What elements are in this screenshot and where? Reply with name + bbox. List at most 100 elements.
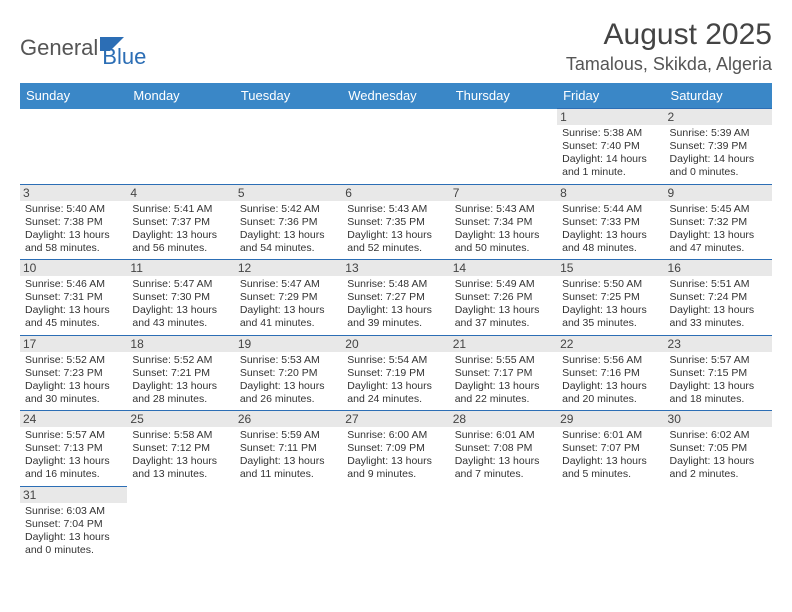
daylight-text: Daylight: 13 hours bbox=[670, 455, 767, 468]
daylight-text: Daylight: 13 hours bbox=[132, 304, 229, 317]
sunrise-text: Sunrise: 6:03 AM bbox=[25, 505, 122, 518]
daylight-text: and 39 minutes. bbox=[347, 317, 444, 330]
sunset-text: Sunset: 7:31 PM bbox=[25, 291, 122, 304]
day-cell: 9Sunrise: 5:45 AMSunset: 7:32 PMDaylight… bbox=[665, 184, 772, 260]
sunrise-text: Sunrise: 5:47 AM bbox=[240, 278, 337, 291]
daylight-text: and 58 minutes. bbox=[25, 242, 122, 255]
daylight-text: and 0 minutes. bbox=[25, 544, 122, 557]
sunset-text: Sunset: 7:38 PM bbox=[25, 216, 122, 229]
day-number: 25 bbox=[127, 411, 234, 427]
day-number: 6 bbox=[342, 185, 449, 201]
sunrise-text: Sunrise: 5:58 AM bbox=[132, 429, 229, 442]
daylight-text: Daylight: 13 hours bbox=[25, 380, 122, 393]
daylight-text: and 22 minutes. bbox=[455, 393, 552, 406]
sunset-text: Sunset: 7:24 PM bbox=[670, 291, 767, 304]
sunset-text: Sunset: 7:40 PM bbox=[562, 140, 659, 153]
day-cell: 17Sunrise: 5:52 AMSunset: 7:23 PMDayligh… bbox=[20, 335, 127, 411]
sunrise-text: Sunrise: 5:51 AM bbox=[670, 278, 767, 291]
day-number: 17 bbox=[20, 336, 127, 352]
daylight-text: Daylight: 13 hours bbox=[240, 304, 337, 317]
daylight-text: Daylight: 13 hours bbox=[562, 380, 659, 393]
daylight-text: and 1 minute. bbox=[562, 166, 659, 179]
col-saturday: Saturday bbox=[665, 83, 772, 109]
day-number: 31 bbox=[20, 487, 127, 503]
day-number: 14 bbox=[450, 260, 557, 276]
col-friday: Friday bbox=[557, 83, 664, 109]
daylight-text: Daylight: 14 hours bbox=[562, 153, 659, 166]
sunset-text: Sunset: 7:36 PM bbox=[240, 216, 337, 229]
daylight-text: Daylight: 13 hours bbox=[347, 304, 444, 317]
day-number: 30 bbox=[665, 411, 772, 427]
daylight-text: and 16 minutes. bbox=[25, 468, 122, 481]
day-cell: 10Sunrise: 5:46 AMSunset: 7:31 PMDayligh… bbox=[20, 260, 127, 336]
day-number: 11 bbox=[127, 260, 234, 276]
day-number: 20 bbox=[342, 336, 449, 352]
daylight-text: and 41 minutes. bbox=[240, 317, 337, 330]
sunrise-text: Sunrise: 6:00 AM bbox=[347, 429, 444, 442]
day-number: 19 bbox=[235, 336, 342, 352]
day-cell bbox=[342, 109, 449, 185]
daylight-text: and 37 minutes. bbox=[455, 317, 552, 330]
sunset-text: Sunset: 7:30 PM bbox=[132, 291, 229, 304]
sunset-text: Sunset: 7:21 PM bbox=[132, 367, 229, 380]
title-block: August 2025 Tamalous, Skikda, Algeria bbox=[566, 18, 772, 75]
day-number: 18 bbox=[127, 336, 234, 352]
day-cell: 21Sunrise: 5:55 AMSunset: 7:17 PMDayligh… bbox=[450, 335, 557, 411]
daylight-text: Daylight: 13 hours bbox=[562, 229, 659, 242]
day-cell: 31Sunrise: 6:03 AMSunset: 7:04 PMDayligh… bbox=[20, 486, 127, 561]
sunrise-text: Sunrise: 6:02 AM bbox=[670, 429, 767, 442]
sunrise-text: Sunrise: 5:53 AM bbox=[240, 354, 337, 367]
sunset-text: Sunset: 7:20 PM bbox=[240, 367, 337, 380]
daylight-text: and 11 minutes. bbox=[240, 468, 337, 481]
day-cell: 7Sunrise: 5:43 AMSunset: 7:34 PMDaylight… bbox=[450, 184, 557, 260]
day-number: 26 bbox=[235, 411, 342, 427]
day-cell bbox=[127, 109, 234, 185]
sunset-text: Sunset: 7:13 PM bbox=[25, 442, 122, 455]
day-cell: 6Sunrise: 5:43 AMSunset: 7:35 PMDaylight… bbox=[342, 184, 449, 260]
daylight-text: and 28 minutes. bbox=[132, 393, 229, 406]
daylight-text: Daylight: 13 hours bbox=[25, 304, 122, 317]
daylight-text: and 52 minutes. bbox=[347, 242, 444, 255]
sunset-text: Sunset: 7:08 PM bbox=[455, 442, 552, 455]
day-cell: 29Sunrise: 6:01 AMSunset: 7:07 PMDayligh… bbox=[557, 411, 664, 487]
sunrise-text: Sunrise: 5:55 AM bbox=[455, 354, 552, 367]
day-number: 3 bbox=[20, 185, 127, 201]
sunset-text: Sunset: 7:16 PM bbox=[562, 367, 659, 380]
day-cell: 13Sunrise: 5:48 AMSunset: 7:27 PMDayligh… bbox=[342, 260, 449, 336]
daylight-text: Daylight: 13 hours bbox=[132, 380, 229, 393]
day-cell bbox=[450, 109, 557, 185]
day-cell: 1Sunrise: 5:38 AMSunset: 7:40 PMDaylight… bbox=[557, 109, 664, 185]
day-cell: 14Sunrise: 5:49 AMSunset: 7:26 PMDayligh… bbox=[450, 260, 557, 336]
sunrise-text: Sunrise: 6:01 AM bbox=[562, 429, 659, 442]
daylight-text: Daylight: 13 hours bbox=[347, 455, 444, 468]
daylight-text: and 2 minutes. bbox=[670, 468, 767, 481]
day-cell: 5Sunrise: 5:42 AMSunset: 7:36 PMDaylight… bbox=[235, 184, 342, 260]
sunrise-text: Sunrise: 5:43 AM bbox=[455, 203, 552, 216]
day-cell bbox=[235, 486, 342, 561]
daylight-text: and 0 minutes. bbox=[670, 166, 767, 179]
daylight-text: Daylight: 13 hours bbox=[240, 229, 337, 242]
day-cell bbox=[235, 109, 342, 185]
day-number: 23 bbox=[665, 336, 772, 352]
day-cell: 22Sunrise: 5:56 AMSunset: 7:16 PMDayligh… bbox=[557, 335, 664, 411]
day-number: 27 bbox=[342, 411, 449, 427]
sunset-text: Sunset: 7:09 PM bbox=[347, 442, 444, 455]
week-row: 24Sunrise: 5:57 AMSunset: 7:13 PMDayligh… bbox=[20, 411, 772, 487]
day-cell: 26Sunrise: 5:59 AMSunset: 7:11 PMDayligh… bbox=[235, 411, 342, 487]
location-text: Tamalous, Skikda, Algeria bbox=[566, 54, 772, 75]
sunrise-text: Sunrise: 5:59 AM bbox=[240, 429, 337, 442]
day-cell bbox=[665, 486, 772, 561]
sunset-text: Sunset: 7:34 PM bbox=[455, 216, 552, 229]
daylight-text: and 45 minutes. bbox=[25, 317, 122, 330]
daylight-text: Daylight: 13 hours bbox=[670, 380, 767, 393]
sunrise-text: Sunrise: 5:52 AM bbox=[132, 354, 229, 367]
daylight-text: Daylight: 13 hours bbox=[562, 304, 659, 317]
sunrise-text: Sunrise: 5:56 AM bbox=[562, 354, 659, 367]
logo-text-1: General bbox=[20, 35, 98, 61]
sunset-text: Sunset: 7:29 PM bbox=[240, 291, 337, 304]
week-row: 10Sunrise: 5:46 AMSunset: 7:31 PMDayligh… bbox=[20, 260, 772, 336]
daylight-text: Daylight: 13 hours bbox=[455, 380, 552, 393]
sunset-text: Sunset: 7:15 PM bbox=[670, 367, 767, 380]
day-cell bbox=[342, 486, 449, 561]
sunrise-text: Sunrise: 5:46 AM bbox=[25, 278, 122, 291]
